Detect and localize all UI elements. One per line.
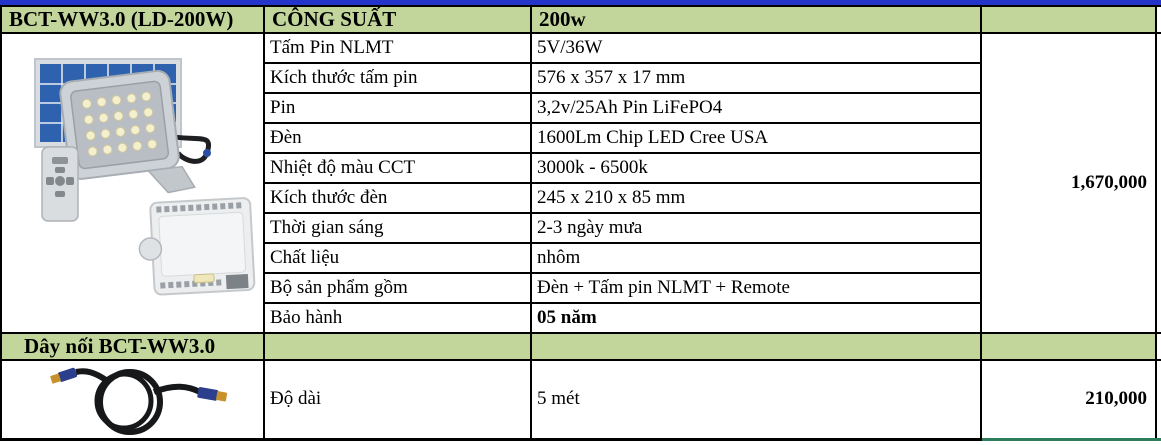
cable-row: Độ dài 5 mét 210,000: [0, 359, 1161, 441]
section-empty-cell: [530, 332, 982, 361]
solar-floodlight-kit-image: [34, 58, 256, 296]
spec-label: Thời gian sáng: [263, 212, 532, 244]
cable-spec-label: Độ dài: [263, 359, 532, 441]
spec-row: Chất liệu nhôm: [1, 242, 1161, 274]
cable-section-title-cell: Dây nối BCT-WW3.0: [0, 332, 265, 361]
spec-label: Bộ sản phẩm gồm: [263, 272, 532, 304]
spec-row: Bảo hành 05 năm: [1, 302, 1161, 334]
header-row: BCT-WW3.0 (LD-200W) CÔNG SUẤT 200w: [0, 5, 1161, 34]
header-edge-cell: [1155, 5, 1161, 34]
spec-label: Bảo hành: [263, 302, 532, 334]
spec-value: 245 x 210 x 85 mm: [530, 182, 982, 214]
spec-row: Bộ sản phẩm gồm Đèn + Tấm pin NLMT + Rem…: [1, 272, 1161, 304]
header-empty-cell: [980, 5, 1157, 34]
cable-image: [50, 367, 228, 435]
spec-value-warranty: 05 năm: [530, 302, 982, 334]
cable-photo-cell: [0, 359, 265, 441]
product-price-table: BCT-WW3.0 (LD-200W) CÔNG SUẤT 200w: [0, 5, 1161, 441]
floodlight-front-graphic: [59, 69, 196, 194]
product-photo-cell: [0, 32, 265, 334]
spec-value: 1600Lm Chip LED Cree USA: [530, 122, 982, 154]
spec-value: 576 x 357 x 17 mm: [530, 62, 982, 94]
model-name-cell: BCT-WW3.0 (LD-200W): [0, 5, 265, 34]
spec-label: Tấm Pin NLMT: [263, 32, 532, 64]
section-empty-cell: [980, 332, 1157, 361]
top-blue-border: [0, 0, 1161, 5]
spec-value: Đèn + Tấm pin NLMT + Remote: [530, 272, 982, 304]
spec-label: Đèn: [263, 122, 532, 154]
spec-label: Chất liệu: [263, 242, 532, 274]
section-empty-cell: [263, 332, 532, 361]
spec-value: nhôm: [530, 242, 982, 274]
product-price-cell: 1,670,000: [980, 32, 1157, 334]
remote-control-graphic: [41, 146, 79, 222]
power-value-cell: 200w: [530, 5, 982, 34]
spec-value: 2-3 ngày mưa: [530, 212, 982, 244]
spec-row: Nhiệt độ màu CCT 3000k - 6500k: [1, 152, 1161, 184]
cable-connector-left: [50, 367, 78, 384]
spec-value: 3000k - 6500k: [530, 152, 982, 184]
spec-row: Thời gian sáng 2-3 ngày mưa: [1, 212, 1161, 244]
cable-section-header-row: Dây nối BCT-WW3.0: [0, 332, 1161, 361]
edge-cell: [1155, 32, 1161, 334]
spec-label: Nhiệt độ màu CCT: [263, 152, 532, 184]
spec-row: Kích thước tấm pin 576 x 357 x 17 mm: [1, 62, 1161, 94]
spec-value: 5V/36W: [530, 32, 982, 64]
spec-value: 3,2v/25Ah Pin LiFePO4: [530, 92, 982, 124]
section-edge-cell: [1155, 332, 1161, 361]
power-label-cell: CÔNG SUẤT: [263, 5, 532, 34]
cable-spec-value: 5 mét: [530, 359, 982, 441]
spec-label: Kích thước tấm pin: [263, 62, 532, 94]
cable-edge-cell: [1155, 359, 1161, 441]
spec-row: Tấm Pin NLMT 5V/36W 1,670,000: [0, 32, 1161, 334]
spec-label: Pin: [263, 92, 532, 124]
spec-row: Pin 3,2v/25Ah Pin LiFePO4: [1, 92, 1161, 124]
spec-row: Đèn 1600Lm Chip LED Cree USA: [1, 122, 1161, 154]
spec-label: Kích thước đèn: [263, 182, 532, 214]
floodlight-back-graphic: [138, 197, 256, 296]
cable-connector-right: [197, 386, 228, 402]
cable-price-cell: 210,000: [980, 359, 1157, 441]
spec-row: Kích thước đèn 245 x 210 x 85 mm: [1, 182, 1161, 214]
